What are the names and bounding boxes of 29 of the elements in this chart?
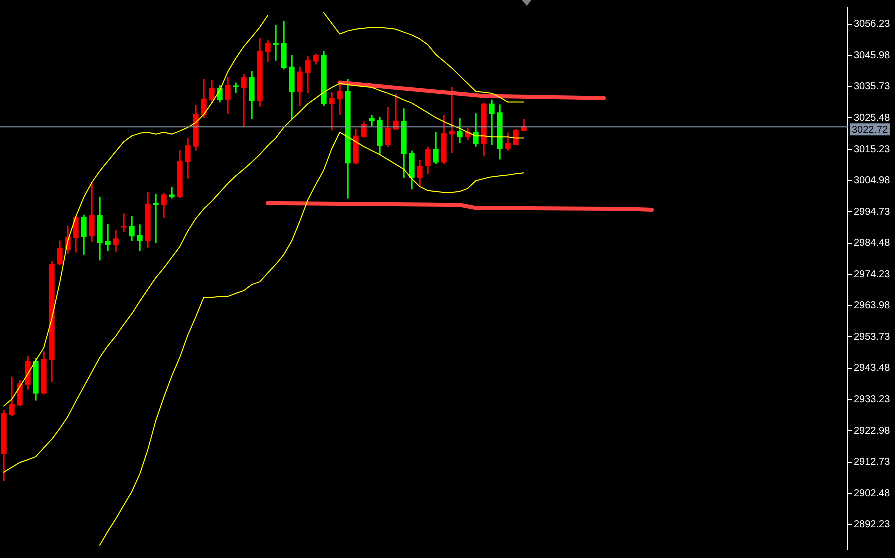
y-tick-label: 2912.73	[854, 457, 891, 468]
y-tick-label: 2892.23	[854, 520, 891, 531]
y-tick-label: 2974.23	[854, 269, 891, 280]
y-tick-label: 3045.98	[854, 50, 891, 62]
candlestick	[137, 224, 143, 252]
candlestick	[369, 115, 375, 126]
ref-line-label: 3022.72	[852, 124, 889, 136]
candlestick	[105, 224, 111, 252]
candlestick	[329, 92, 335, 131]
candlestick	[153, 194, 159, 244]
y-tick-label: 2943.48	[854, 363, 891, 374]
y-tick-label: 2994.73	[854, 206, 891, 218]
y-tick-label: 3004.98	[854, 176, 891, 187]
y-tick-label: 3025.48	[854, 112, 891, 124]
y-tick-label: 2922.98	[854, 426, 891, 437]
candlestick	[121, 214, 127, 232]
y-tick-label: 3015.23	[854, 144, 891, 156]
y-tick-label: 2933.23	[854, 394, 891, 406]
candlestick	[241, 74, 247, 128]
candlestick	[233, 82, 239, 94]
candlestick	[449, 87, 455, 154]
y-tick-label: 2984.48	[854, 238, 891, 250]
y-tick-label: 2953.73	[854, 332, 891, 343]
y-tick-label: 3035.73	[854, 82, 891, 93]
candlestick	[273, 25, 279, 61]
y-tick-label: 2902.48	[854, 488, 891, 500]
candlestick	[169, 187, 175, 199]
y-tick-label: 2963.98	[854, 300, 891, 312]
y-tick-label: 3056.23	[854, 19, 891, 30]
